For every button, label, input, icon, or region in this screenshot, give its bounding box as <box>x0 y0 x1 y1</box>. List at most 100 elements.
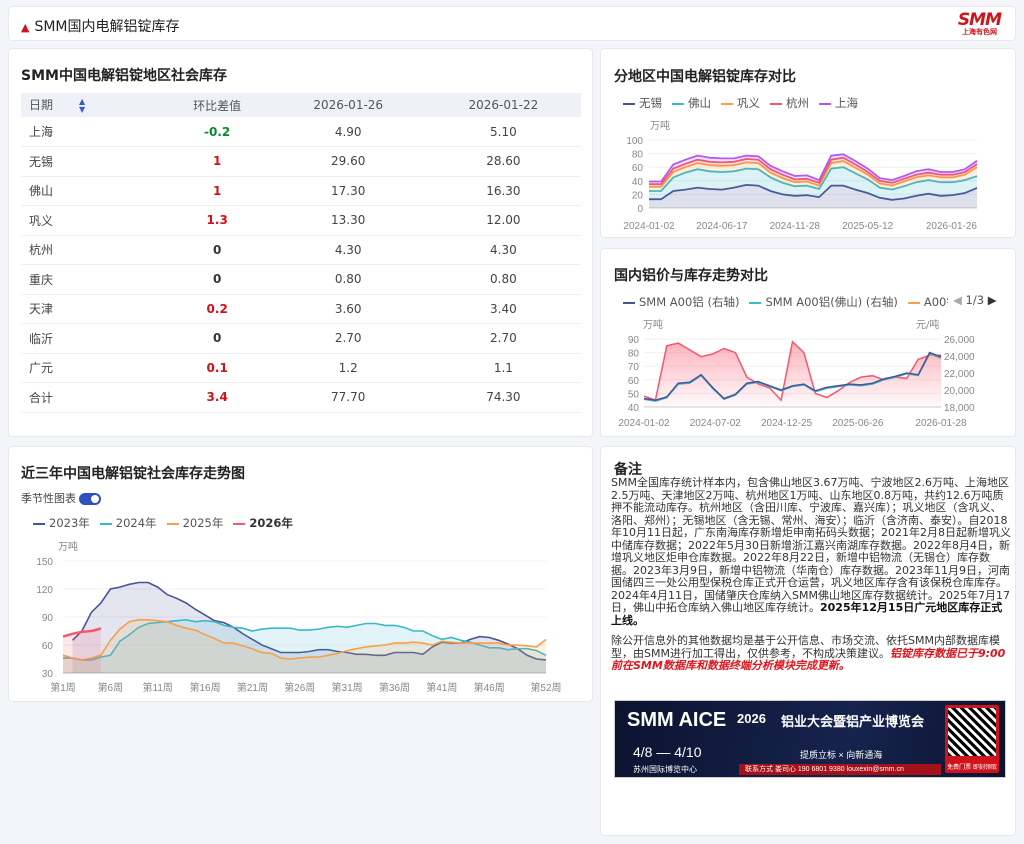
regional-inventory-panel: SMM中国电解铝锭地区社会库存 日期 ▲ ▼ 环比差值 2026-01-26 202… <box>8 48 593 437</box>
left-y-tick-label: 60 <box>628 376 640 387</box>
y-tick-label: 150 <box>36 557 53 568</box>
y-tick-label: 30 <box>42 669 54 680</box>
x-tick-label: 第41周 <box>426 681 457 694</box>
legend-label: 2024年 <box>115 516 157 530</box>
legend-label: 佛山 <box>688 96 711 110</box>
legend-item[interactable]: 2023年 <box>33 516 90 530</box>
legend-item[interactable]: SMM A00铝 (右轴) <box>623 295 739 309</box>
legend-line-icon <box>33 522 45 525</box>
legend-item[interactable]: SMM A00铝(佛山) (右轴) <box>749 295 898 309</box>
toggle-label: 季节性图表 <box>21 492 76 505</box>
next-page-icon[interactable]: ▶ <box>987 293 997 307</box>
x-tick-label: 第11周 <box>143 681 173 694</box>
x-tick-label: 2024-11-28 <box>770 221 821 232</box>
legend-item[interactable]: 2025年 <box>166 516 223 530</box>
series-area <box>649 167 977 200</box>
series-area <box>649 154 977 185</box>
ad-brand: SMM AICE <box>627 709 727 731</box>
legend-page-number: 1/3 <box>965 293 985 307</box>
legend-item[interactable]: 上海 <box>819 96 858 110</box>
change-cell: 0 <box>163 235 271 265</box>
prev-value-cell: 3.40 <box>425 294 581 324</box>
value-cell: 29.60 <box>270 146 426 177</box>
left-y-tick-label: 70 <box>628 362 640 373</box>
region-cell: 临沂 <box>21 323 164 354</box>
legend-line-icon <box>770 102 782 105</box>
qr-label: 免费门票 即刻领取 <box>947 765 997 771</box>
legend-item[interactable]: 2026年 <box>233 516 293 530</box>
series-area <box>63 619 546 673</box>
toggle-switch[interactable] <box>79 493 101 505</box>
series-line <box>62 619 547 661</box>
region-cell: 无锡 <box>21 146 164 177</box>
chart-legend[interactable]: 无锡 佛山 巩义 杭州 上海 <box>623 95 868 111</box>
change-cell: 1 <box>163 176 271 206</box>
legend-line-icon <box>623 301 635 304</box>
legend-label: 杭州 <box>786 96 809 110</box>
column-header-date[interactable]: 日期 ▲ ▼ <box>21 93 164 117</box>
x-tick-label: 第1周 <box>50 681 76 694</box>
change-cell: 3.4 <box>163 382 271 413</box>
legend-item[interactable]: A00铝 <box>907 295 948 309</box>
value-cell: 77.70 <box>270 382 426 413</box>
region-cell: 佛山 <box>21 176 164 206</box>
left-y-tick-label: 80 <box>628 349 640 360</box>
column-header-date1: 2026-01-26 <box>270 93 426 117</box>
panel-title: 分地区中国电解铝锭库存对比 <box>614 69 796 85</box>
seasonal-toggle[interactable]: 季节性图表 <box>21 490 101 506</box>
value-cell: 1.2 <box>270 353 426 383</box>
value-cell: 13.30 <box>270 205 426 236</box>
legend-label: 2026年 <box>249 516 293 530</box>
legend-item[interactable]: 无锡 <box>623 96 662 110</box>
right-axis-unit: 元/吨 <box>916 320 940 331</box>
legend-item[interactable]: 巩义 <box>721 96 760 110</box>
value-cell: 17.30 <box>270 176 426 206</box>
value-cell: 4.30 <box>270 235 426 265</box>
legend-line-icon <box>749 301 762 304</box>
chart-legend[interactable]: SMM A00铝 (右轴)SMM A00铝(佛山) (右轴)A00铝库存 <box>623 294 948 310</box>
series-line <box>649 166 978 192</box>
x-tick-label: 第16周 <box>189 681 220 694</box>
legend-label: 2023年 <box>49 516 90 530</box>
legend-line-icon <box>623 102 635 105</box>
y-tick-label: 120 <box>36 585 53 596</box>
legend-item[interactable]: 杭州 <box>770 96 809 110</box>
table-row: 重庆 0 0.80 0.80 <box>21 264 581 295</box>
x-tick-label: 2024-07-02 <box>690 418 742 429</box>
change-cell: 0.1 <box>163 353 271 383</box>
change-cell: 0 <box>163 264 271 295</box>
right-y-tick-label: 22,000 <box>944 369 975 380</box>
legend-line-icon <box>166 522 179 525</box>
legend-item[interactable]: 佛山 <box>672 96 711 110</box>
series-line <box>71 581 547 661</box>
notes-text: SMM全国库存统计样本内，包含佛山地区3.67万吨、宁波地区2.6万吨、上海地区… <box>611 476 1011 673</box>
series-line <box>649 183 978 201</box>
table-row: 佛山 1 17.30 16.30 <box>21 176 581 206</box>
table-row: 天津 0.2 3.60 3.40 <box>21 294 581 324</box>
prev-page-icon[interactable]: ◀ <box>953 293 962 307</box>
region-cell: 上海 <box>21 117 164 147</box>
region-cell: 广元 <box>21 353 164 383</box>
x-tick-label: 2024-12-25 <box>761 418 813 429</box>
legend-line-icon <box>99 522 112 525</box>
chart-legend[interactable]: 2023年 2024年 2025年 2026年 <box>33 515 303 531</box>
legend-line-icon <box>907 301 920 304</box>
page-title-text: SMM国内电解铝锭库存 <box>34 19 180 35</box>
right-y-tick-label: 20,000 <box>944 386 975 397</box>
y-tick-label: 100 <box>626 136 643 147</box>
legend-item[interactable]: 2024年 <box>99 516 157 530</box>
x-tick-label: 第26周 <box>284 681 315 694</box>
qr-code[interactable]: 免费门票 即刻领取 <box>945 705 999 773</box>
sort-icon[interactable]: ▲ ▼ <box>79 96 86 114</box>
series-area <box>649 161 977 191</box>
y-tick-label: 90 <box>42 613 54 624</box>
right-y-tick-label: 26,000 <box>944 335 975 346</box>
x-tick-label: 2024-01-02 <box>618 418 670 429</box>
y-tick-label: 20 <box>632 190 644 201</box>
region-cell: 合计 <box>21 382 164 413</box>
smm-logo[interactable]: SMM 上海有色网 <box>957 10 1002 36</box>
conference-banner[interactable]: SMM AICE 2026 铝业大会暨铝产业博览会 4/8 — 4/10 苏州国… <box>614 700 1006 778</box>
series-area <box>72 582 546 673</box>
seasonal-chart-panel: 近三年中国电解铝锭社会库存走势图 季节性图表 2023年 2024年 2025年 20… <box>8 446 593 702</box>
column-header-change: 环比差值 <box>163 93 271 117</box>
